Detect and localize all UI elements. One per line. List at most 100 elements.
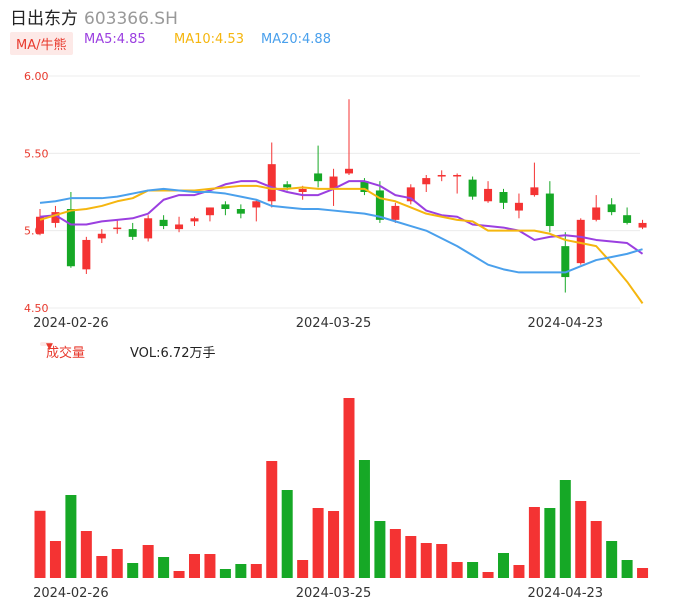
y-tick-label: 4.50: [24, 302, 49, 315]
indicator-selector[interactable]: MA/牛熊: [10, 32, 73, 55]
volume-bar: [65, 495, 77, 578]
volume-bar: [281, 490, 293, 578]
volume-bar: [436, 544, 448, 578]
candle: [607, 204, 616, 213]
volume-bar: [204, 554, 216, 578]
candle: [267, 164, 276, 202]
volume-selector[interactable]: 成交量 ▼: [40, 342, 85, 361]
candle: [314, 173, 323, 182]
volume-bar: [467, 562, 479, 578]
volume-bar: [312, 508, 324, 578]
candle: [484, 188, 493, 202]
candle: [205, 207, 214, 216]
candle: [66, 209, 75, 267]
candle: [283, 184, 292, 188]
volume-bar: [158, 557, 170, 578]
volume-bar: [173, 571, 185, 578]
volume-bar: [219, 569, 231, 578]
candle: [97, 233, 106, 239]
x-tick-label: 2024-04-23: [528, 316, 604, 330]
x-tick-label: 2024-04-23: [528, 586, 604, 601]
stock-title: 日出东方 603366.SH: [10, 4, 178, 29]
candle: [159, 219, 168, 227]
volume-bar: [328, 511, 340, 578]
candle: [453, 174, 462, 177]
volume-bar: [559, 480, 571, 578]
ma10-line: [39, 184, 644, 304]
y-tick-label: 6.00: [24, 70, 49, 83]
volume-bar: [111, 549, 123, 578]
volume-bar: [127, 563, 139, 578]
stock-name: 日出东方: [10, 9, 78, 29]
candle: [345, 168, 353, 174]
candle: [468, 179, 477, 197]
x-tick-label: 2024-03-25: [296, 316, 372, 330]
candle: [422, 178, 431, 185]
candle: [252, 201, 261, 208]
volume-bar: [266, 461, 278, 578]
candle: [360, 181, 369, 192]
ma5-legend: MA5:4.85: [84, 32, 146, 47]
candle: [592, 207, 601, 220]
volume-bar: [528, 507, 540, 578]
volume-bar: [544, 508, 556, 578]
candle: [113, 227, 122, 230]
candle: [298, 188, 307, 192]
candle: [51, 212, 60, 223]
candle: [391, 205, 400, 220]
candle: [375, 190, 384, 220]
candle: [499, 192, 508, 203]
candle: [514, 202, 523, 211]
y-tick-label: 5.50: [24, 147, 49, 160]
volume-label: 成交量: [46, 346, 86, 361]
volume-bar: [189, 554, 200, 578]
volume-bar: [34, 510, 46, 578]
candle: [623, 215, 632, 223]
candle: [545, 193, 554, 227]
volume-bar: [297, 560, 309, 578]
volume-bar: [405, 536, 417, 578]
candle: [576, 219, 585, 264]
volume-bar: [451, 562, 463, 578]
volume-bar: [482, 572, 494, 578]
volume-bar: [358, 460, 370, 578]
candle: [175, 224, 184, 230]
stock-code: 603366.SH: [84, 9, 178, 29]
candle: [36, 216, 44, 234]
candle: [437, 174, 446, 177]
candle: [236, 209, 245, 214]
volume-bar: [80, 531, 92, 578]
volume-bar: [49, 541, 61, 578]
volume-bar: [420, 543, 432, 578]
volume-bar: [513, 565, 525, 578]
volume-bar: [389, 529, 401, 578]
candle: [406, 187, 415, 202]
volume-bar: [498, 553, 509, 578]
volume-bar: [590, 521, 602, 578]
x-tick-label: 2024-03-25: [296, 586, 372, 601]
candle: [329, 176, 338, 189]
volume-bar: [374, 521, 386, 578]
x-tick-label: 2024-02-26: [33, 586, 109, 601]
candle: [128, 229, 137, 237]
ma20-legend: MA20:4.88: [261, 32, 331, 47]
candle: [530, 187, 539, 196]
candle: [638, 222, 647, 228]
candle: [561, 246, 570, 278]
volume-bar: [142, 545, 154, 578]
volume-bar: [621, 560, 633, 578]
candle: [144, 218, 153, 239]
triangle-down-icon: ▼: [46, 342, 53, 352]
ma5-line: [39, 180, 644, 255]
volume-bar: [235, 564, 247, 578]
x-tick-label: 2024-02-26: [33, 316, 109, 330]
candle: [82, 239, 91, 270]
ma20-line: [39, 187, 643, 274]
volume-bar: [96, 556, 108, 578]
volume-bar: [343, 398, 355, 578]
volume-bar: [575, 501, 587, 578]
volume-bar: [250, 564, 262, 578]
volume-bar: [637, 568, 649, 578]
volume-bar: [606, 541, 618, 578]
